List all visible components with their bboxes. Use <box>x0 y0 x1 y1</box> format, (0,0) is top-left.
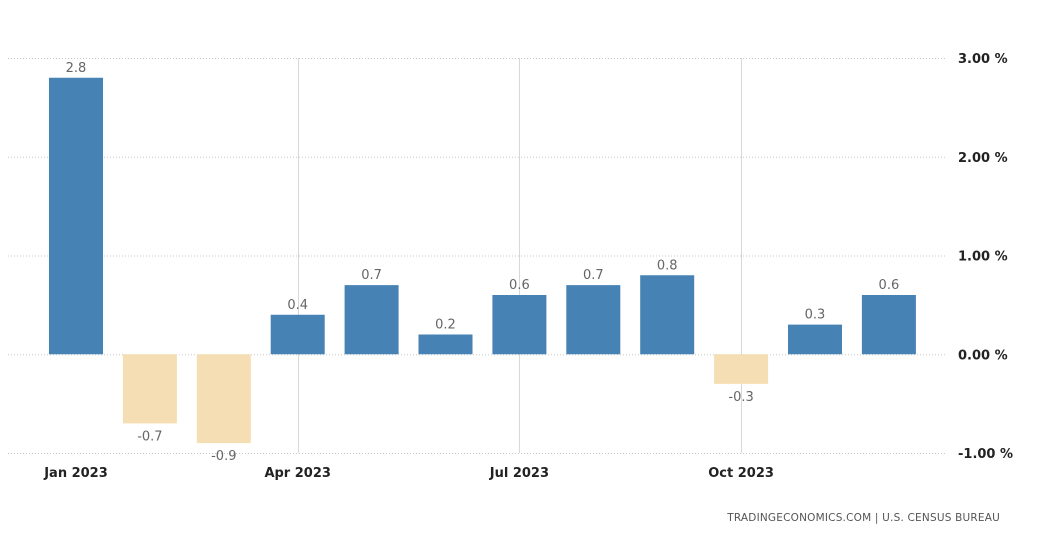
bar-aug-2023 <box>566 285 621 355</box>
y-axis-ticks: 3.00 % 2.00 % 1.00 % 0.00 % -1.00 % <box>958 52 1013 462</box>
bar-jan-2023 <box>49 77 103 355</box>
source-credit: TRADINGECONOMICS.COM | U.S. CENSUS BUREA… <box>726 512 1000 524</box>
data-label: 0.7 <box>361 268 382 283</box>
data-label: -0.3 <box>728 390 753 405</box>
data-label: 0.7 <box>583 268 604 283</box>
bar-jul-2023 <box>492 295 547 355</box>
y-tick-label: -1.00 % <box>958 447 1013 462</box>
y-tick-label: 0.00 % <box>958 348 1008 363</box>
x-tick-label: Apr 2023 <box>264 466 331 481</box>
bar-oct-2023 <box>714 354 769 384</box>
data-label: 0.2 <box>435 318 456 333</box>
y-tick-label: 3.00 % <box>958 52 1008 67</box>
bar-feb-2023 <box>122 354 177 424</box>
bar-dec-2023 <box>861 295 916 355</box>
y-tick-label: 2.00 % <box>958 151 1008 166</box>
data-label: 2.8 <box>66 61 87 76</box>
data-labels: 2.8 -0.7 -0.9 0.4 0.7 0.2 0.6 0.7 0.8 -0.3 0.3 0.6 <box>66 61 900 464</box>
data-label: 0.4 <box>287 298 308 313</box>
bar-mar-2023 <box>196 354 251 444</box>
bars <box>49 77 916 444</box>
bar-nov-2023 <box>788 324 842 355</box>
data-label: -0.7 <box>137 429 162 444</box>
bar-sep-2023 <box>640 275 695 355</box>
x-axis-ticks: Jan 2023 Apr 2023 Jul 2023 Oct 2023 <box>43 466 774 481</box>
bar-jun-2023 <box>418 334 473 355</box>
data-label: -0.9 <box>211 449 236 464</box>
x-tick-label: Jan 2023 <box>43 466 108 481</box>
data-label: 0.6 <box>879 278 900 293</box>
data-label: 0.3 <box>805 308 826 323</box>
bar-may-2023 <box>344 285 399 355</box>
y-tick-label: 1.00 % <box>958 250 1008 265</box>
x-tick-label: Oct 2023 <box>708 466 774 481</box>
data-label: 0.8 <box>657 258 678 273</box>
bar-apr-2023 <box>270 314 325 355</box>
data-label: 0.6 <box>509 278 530 293</box>
x-tick-label: Jul 2023 <box>489 466 549 481</box>
